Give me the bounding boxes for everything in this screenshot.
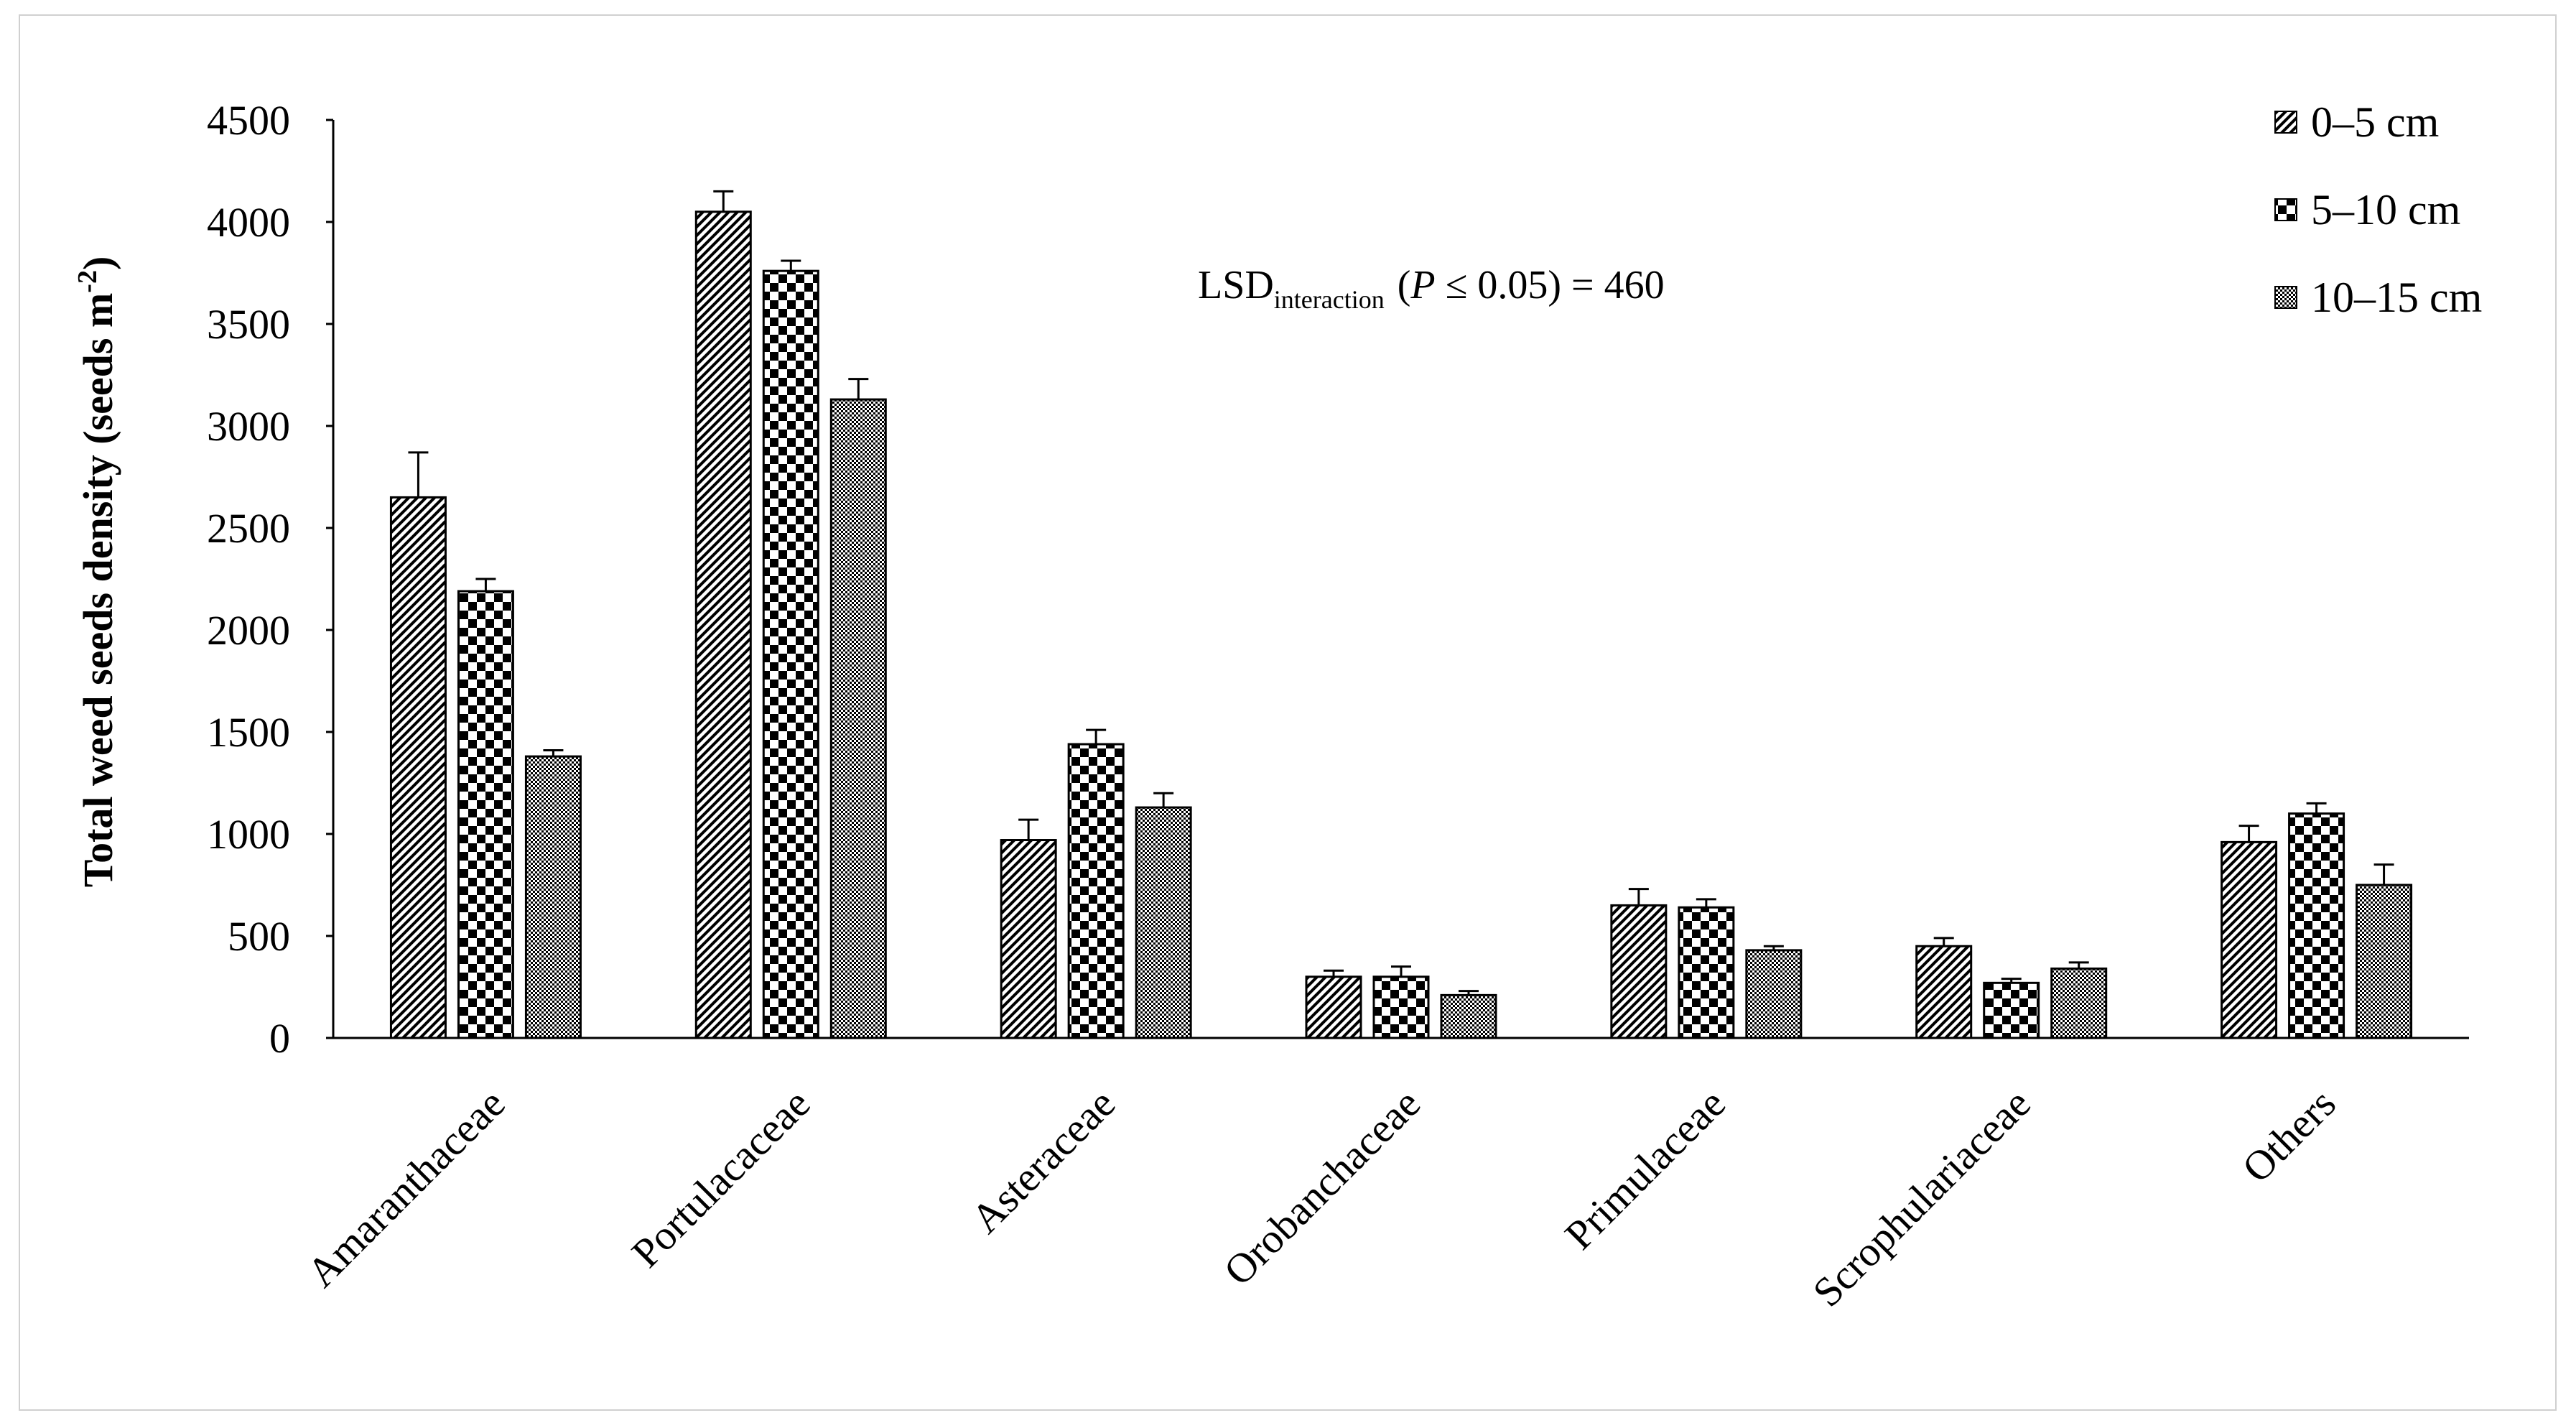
lsd-annotation: LSDinteraction (P ≤ 0.05) = 460 xyxy=(1198,263,1665,314)
legend-label-0-5-cm: 0–5 cm xyxy=(2311,98,2439,146)
y-axis-label: Total weed seeds density (seeds m-2) xyxy=(73,256,121,888)
bar-amaranthaceae-5-10-cm xyxy=(457,590,514,1039)
bar-amaranthaceae-0-5-cm xyxy=(389,496,447,1039)
y-tick-label: 1000 xyxy=(207,811,290,858)
bar-orobanchaceae-0-5-cm xyxy=(1305,975,1362,1039)
y-tick-label: 3000 xyxy=(207,403,290,450)
x-tick-label-portulacaceae: Portulacaceae xyxy=(623,1080,819,1276)
chart-frame: 0 500 1000 1500 2000 2500 3000 3500 4000 4500 Ama… xyxy=(19,14,2557,1411)
plot-area xyxy=(389,190,2413,1039)
x-tick-label-others: Others xyxy=(2233,1080,2344,1191)
bar-asteraceae-10-15-cm xyxy=(1135,806,1192,1039)
x-tick-label-amaranthaceae: Amaranthaceae xyxy=(298,1080,514,1296)
lsd-p-open: ( xyxy=(1398,263,1411,307)
bar-portulacaceae-5-10-cm xyxy=(762,269,819,1039)
y-tick-label: 4500 xyxy=(207,97,290,144)
y-axis-label-close: ) xyxy=(75,256,121,270)
bar-chart: 0 500 1000 1500 2000 2500 3000 3500 4000 4500 Ama… xyxy=(73,97,2482,1316)
lsd-p-rest: ≤ 0.05) = 460 xyxy=(1436,263,1665,307)
bar-others-0-5-cm xyxy=(2221,840,2278,1039)
bar-primulaceae-0-5-cm xyxy=(1610,904,1668,1039)
bar-primulaceae-5-10-cm xyxy=(1678,906,1735,1039)
legend-label-5-10-cm: 5–10 cm xyxy=(2311,186,2460,233)
y-tick-label: 3500 xyxy=(207,301,290,348)
bar-amaranthaceae-10-15-cm xyxy=(524,755,582,1039)
legend: 0–5 cm 5–10 cm 10–15 cm xyxy=(2274,98,2482,321)
y-tick-label: 4000 xyxy=(207,199,290,246)
bar-portulacaceae-0-5-cm xyxy=(694,210,752,1039)
legend-swatch-10-15-cm xyxy=(2274,286,2297,309)
bar-others-10-15-cm xyxy=(2356,884,2413,1039)
y-tick-label: 500 xyxy=(228,913,290,960)
legend-swatch-5-10-cm xyxy=(2274,198,2297,221)
legend-swatch-0-5-cm xyxy=(2274,111,2297,134)
bar-orobanchaceae-10-15-cm xyxy=(1440,993,1497,1039)
bar-portulacaceae-10-15-cm xyxy=(829,398,887,1039)
x-axis-labels: Amaranthaceae Portulacaceae Asteraceae Orob… xyxy=(298,1080,2345,1315)
bar-primulaceae-10-15-cm xyxy=(1745,949,1803,1039)
lsd-subscript: interaction xyxy=(1274,285,1385,314)
legend-label-10-15-cm: 10–15 cm xyxy=(2311,274,2482,321)
lsd-p-var: P xyxy=(1410,263,1435,307)
y-tick-label: 1500 xyxy=(207,709,290,756)
lsd-prefix: LSD xyxy=(1198,263,1274,307)
y-axis-label-text: Total weed seeds density (seeds m xyxy=(75,293,121,888)
bar-asteraceae-0-5-cm xyxy=(1000,839,1057,1039)
bar-asteraceae-5-10-cm xyxy=(1067,743,1125,1039)
y-tick-label: 2000 xyxy=(207,607,290,654)
bar-scrophulariaceae-0-5-cm xyxy=(1915,945,1973,1039)
x-tick-label-primulaceae: Primulaceae xyxy=(1556,1080,1734,1258)
bar-scrophulariaceae-10-15-cm xyxy=(2050,967,2108,1039)
bar-scrophulariaceae-5-10-cm xyxy=(1983,981,2040,1039)
bar-others-5-10-cm xyxy=(2288,812,2345,1039)
y-tick-label: 2500 xyxy=(207,505,290,552)
y-tick-label: 0 xyxy=(269,1015,290,1062)
x-tick-label-scrophulariaceae: Scrophulariaceae xyxy=(1804,1080,2040,1315)
x-tick-label-asteraceae: Asteraceae xyxy=(962,1080,1125,1242)
y-axis-label-sup: -2 xyxy=(73,270,103,293)
bar-orobanchaceae-5-10-cm xyxy=(1372,975,1430,1039)
x-tick-label-orobanchaceae: Orobanchaceae xyxy=(1215,1080,1430,1294)
y-axis-ticks: 0 500 1000 1500 2000 2500 3000 3500 4000 4500 xyxy=(207,97,333,1062)
